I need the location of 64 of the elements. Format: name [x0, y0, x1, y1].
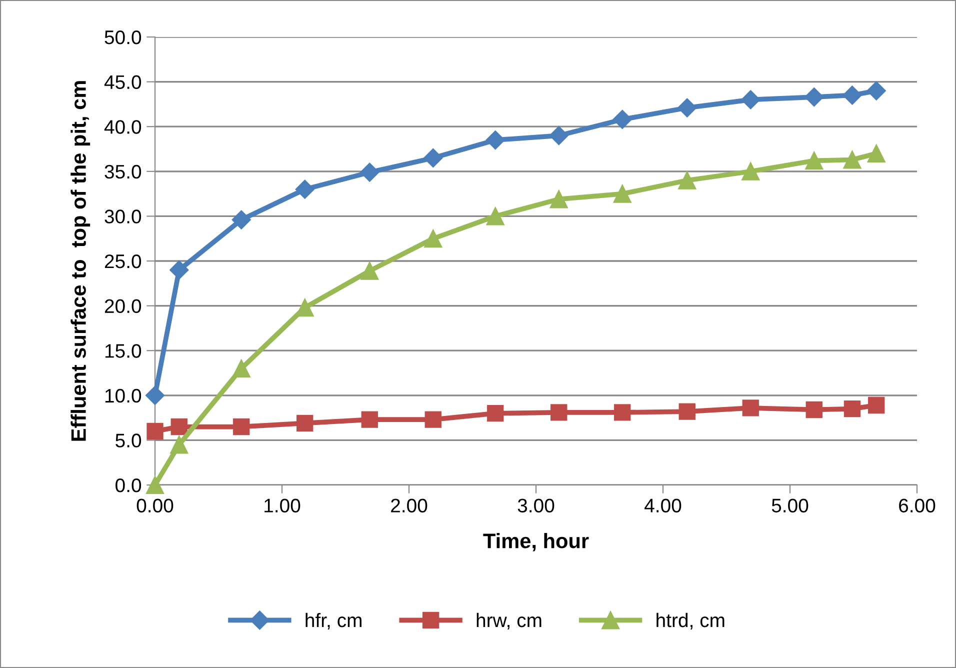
point: [170, 436, 188, 454]
point: [867, 144, 886, 163]
point: [742, 162, 760, 180]
legend-label: hrw, cm: [476, 612, 542, 630]
point: [233, 418, 250, 436]
y-axis-title: Effluent surface to top of the pit, cm: [70, 81, 90, 441]
point: [866, 81, 886, 100]
point: [678, 403, 696, 420]
y-tick-label: 15.0: [105, 344, 142, 358]
point: [843, 150, 862, 169]
point: [549, 126, 568, 146]
y-tick-label: 25.0: [104, 254, 142, 268]
y-tick-label: 40.0: [104, 120, 142, 134]
point: [612, 110, 632, 129]
x-axis-title: Time, hour: [483, 532, 589, 552]
point: [486, 207, 504, 226]
point: [232, 210, 251, 230]
point: [550, 404, 568, 421]
point: [804, 88, 824, 107]
legend-label: htrd, cm: [656, 612, 724, 630]
point: [678, 171, 696, 190]
point: [486, 130, 505, 150]
point: [424, 411, 442, 428]
point: [361, 411, 378, 428]
x-tick-label: 4.00: [644, 498, 682, 512]
point: [741, 90, 760, 110]
x-tick-label: 3.00: [518, 498, 554, 512]
point: [868, 396, 885, 414]
point: [742, 400, 759, 416]
legend-label: hfr, cm: [306, 612, 362, 630]
y-tick-label: 0.0: [116, 478, 142, 492]
x-tick-label: 5.00: [772, 498, 808, 512]
x-tick-label: 0.00: [136, 498, 174, 512]
y-tick-label: 35.0: [104, 164, 142, 179]
point: [170, 260, 189, 280]
point: [360, 262, 379, 280]
point: [678, 98, 697, 118]
point: [170, 418, 188, 436]
point: [844, 400, 861, 418]
point: [613, 184, 632, 203]
y-tick-label: 50.0: [104, 30, 142, 44]
point: [424, 148, 443, 168]
point: [550, 190, 568, 208]
point: [805, 152, 824, 170]
point: [146, 476, 164, 494]
x-tick-label: 1.00: [264, 498, 300, 512]
point: [614, 404, 631, 421]
x-tick-label: 2.00: [391, 498, 428, 512]
point: [145, 386, 165, 405]
point: [360, 162, 380, 182]
point: [487, 404, 504, 422]
point: [842, 86, 862, 105]
point: [146, 422, 164, 440]
y-tick-label: 45.0: [104, 75, 142, 90]
y-tick-label: 20.0: [104, 299, 142, 314]
y-tick-label: 10.0: [105, 388, 142, 403]
point: [806, 401, 822, 418]
point: [232, 359, 250, 378]
y-tick-label: 30.0: [104, 210, 142, 224]
point: [295, 180, 314, 199]
point: [424, 230, 442, 248]
point: [296, 414, 314, 432]
x-tick-label: 6.00: [899, 498, 936, 512]
y-tick-label: 5.0: [116, 434, 142, 448]
